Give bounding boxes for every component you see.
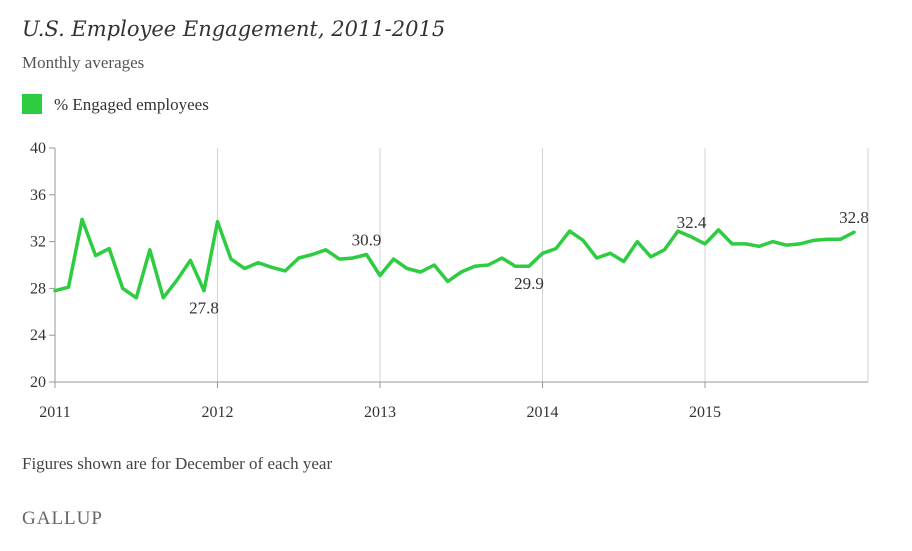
data-label: 29.9 (514, 274, 544, 293)
legend: % Engaged employees (22, 94, 209, 114)
x-tick-label: 2015 (689, 404, 721, 421)
gallup-logo: GALLUP (22, 508, 103, 529)
y-tick-label: 24 (30, 327, 46, 344)
legend-label: % Engaged employees (54, 95, 209, 114)
footnote: Figures shown are for December of each y… (22, 454, 332, 473)
y-tick-label: 32 (30, 234, 46, 251)
x-tick-label: 2013 (364, 404, 396, 421)
data-label: 32.4 (677, 213, 707, 232)
data-label: 27.8 (189, 299, 219, 318)
annotations: 27.8 30.9 29.9 32.4 32.8 (189, 208, 869, 317)
y-tick-label: 40 (30, 140, 46, 157)
x-tick-label: 2014 (527, 404, 559, 421)
chart-subtitle: Monthly averages (22, 53, 144, 72)
data-label: 32.8 (839, 208, 869, 227)
y-tick-label: 20 (30, 374, 46, 391)
y-tick-label: 36 (30, 187, 46, 204)
y-tick-label: 28 (30, 280, 46, 297)
chart-title: U.S. Employee Engagement, 2011-2015 (22, 17, 445, 41)
legend-swatch (22, 94, 42, 114)
axes: 20 24 28 32 36 40 2011 2012 2013 2014 2015 (30, 140, 868, 421)
data-label: 30.9 (352, 230, 382, 249)
series-line-engaged (53, 217, 856, 300)
grid (217, 148, 869, 382)
x-tick-label: 2012 (202, 404, 234, 421)
x-tick-label: 2011 (39, 404, 70, 421)
series (53, 217, 856, 300)
